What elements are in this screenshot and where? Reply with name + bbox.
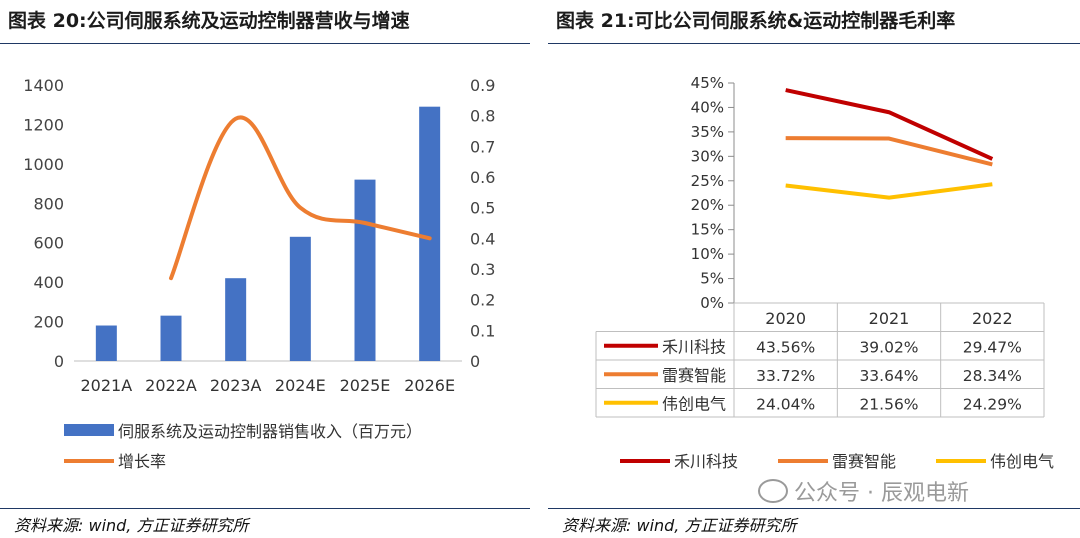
x-tick-label: 2021A [80, 376, 132, 395]
x-tick-label: 2023A [210, 376, 262, 395]
right-source-note: 资料来源: wind, 方正证券研究所 [562, 516, 797, 535]
left-top-rule [0, 43, 530, 44]
y2-tick-label: 0.1 [470, 321, 495, 340]
growth-rate-line [169, 115, 432, 281]
table-series-name: 禾川科技 [662, 338, 726, 357]
right-top-rule [548, 43, 1080, 44]
y2-tick-label: 0.6 [470, 168, 495, 187]
legend-line-label: 增长率 [118, 452, 166, 471]
table-cell-value: 29.47% [963, 339, 1022, 357]
table-cell-value: 43.56% [756, 339, 815, 357]
y-tick-label: 40% [691, 98, 724, 116]
right-chart-svg: 0% 5% 10% 15% 20% 25% 30% 35% 40% 45% 2020 2021 2022… [595, 74, 1054, 471]
revenue-bar [289, 236, 311, 361]
y2-tick-label: 0.5 [470, 199, 495, 218]
y2-tick-label: 0.7 [470, 137, 495, 156]
legend-bar-label: 伺服系统及运动控制器销售收入（百万元） [118, 422, 422, 441]
y-tick-label: 800 [33, 194, 64, 213]
margin-series-line [785, 182, 993, 200]
y2-tick-label: 0.9 [470, 76, 495, 95]
x-tick-label: 2026E [404, 376, 455, 395]
y2-tick-label: 0.3 [470, 260, 495, 279]
y2-tick-label: 0.4 [470, 229, 495, 248]
table-series-name: 雷赛智能 [662, 366, 726, 385]
y-tick-label: 1400 [23, 76, 64, 95]
y-tick-label: 10% [691, 245, 724, 263]
y-tick-label: 200 [33, 313, 64, 332]
x-tick-label: 2025E [340, 376, 391, 395]
y2-tick-label: 0.8 [470, 107, 495, 126]
margin-series-line [785, 136, 993, 167]
left-chart-svg: 0 200 400 600 800 1000 1200 1400 0 0.1 0.2 0.3 0.4 0.… [23, 76, 495, 471]
y-tick-label: 35% [691, 123, 724, 141]
y-tick-label: 25% [691, 172, 724, 190]
right-bottom-rule [548, 508, 1080, 509]
revenue-bar [419, 106, 441, 361]
y-tick-label: 30% [691, 147, 724, 165]
y2-tick-label: 0.2 [470, 291, 495, 310]
y-tick-label: 0% [700, 294, 724, 312]
y-tick-label: 15% [691, 221, 724, 239]
legend-bar-swatch [64, 424, 114, 436]
table-cell-value: 24.04% [756, 396, 815, 414]
y2-tick-label: 0 [470, 352, 480, 371]
table-cell-value: 33.64% [859, 367, 918, 385]
left-chart-title: 图表 20:公司伺服系统及运动控制器营收与增速 [8, 10, 410, 32]
legend-label: 伟创电气 [990, 452, 1054, 471]
left-source-note: 资料来源: wind, 方正证券研究所 [14, 516, 249, 535]
wechat-icon [758, 479, 788, 503]
x-tick-label: 2021 [869, 309, 910, 328]
revenue-bar [225, 278, 247, 361]
y-tick-label: 400 [33, 273, 64, 292]
table-cell-value: 24.29% [963, 396, 1022, 414]
table-cell-value: 33.72% [756, 367, 815, 385]
y-tick-label: 0 [54, 352, 64, 371]
y-tick-label: 45% [691, 74, 724, 92]
right-chart-panel: 图表 21:可比公司伺服系统&运动控制器毛利率 0% 5% 10% 15% 20% 25%… [548, 0, 1080, 538]
revenue-bar [354, 179, 376, 361]
x-tick-label: 2022 [972, 309, 1013, 328]
y-tick-label: 20% [691, 196, 724, 214]
table-cell-value: 21.56% [859, 396, 918, 414]
legend-label: 雷赛智能 [832, 452, 896, 471]
revenue-bar [160, 315, 182, 361]
y-tick-label: 600 [33, 234, 64, 253]
table-cell-value: 39.02% [859, 339, 918, 357]
x-tick-label: 2020 [765, 309, 806, 328]
y-tick-label: 1000 [23, 155, 64, 174]
x-tick-label: 2022A [145, 376, 197, 395]
legend-label: 禾川科技 [674, 452, 738, 471]
watermark-text: 公众号 · 辰观电新 [794, 481, 969, 506]
x-tick-label: 2024E [275, 376, 326, 395]
y-tick-label: 5% [700, 270, 724, 288]
left-bottom-rule [0, 508, 530, 509]
table-cell-value: 28.34% [963, 367, 1022, 385]
y-tick-label: 1200 [23, 115, 64, 134]
left-chart-panel: 图表 20:公司伺服系统及运动控制器营收与增速 0 200 400 600 800 100… [0, 0, 530, 538]
margin-series-line [785, 88, 994, 161]
watermark: 公众号 · 辰观电新 [758, 475, 969, 507]
table-series-name: 伟创电气 [662, 395, 726, 414]
revenue-bar [95, 325, 117, 361]
right-chart-title: 图表 21:可比公司伺服系统&运动控制器毛利率 [556, 10, 956, 32]
